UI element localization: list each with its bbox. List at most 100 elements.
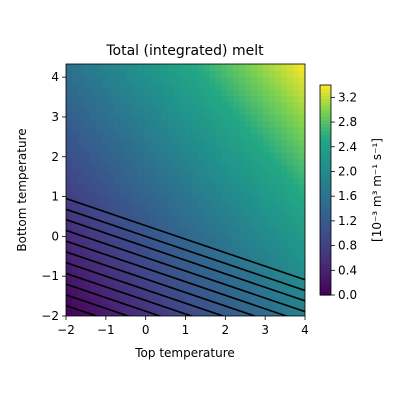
heatmap-cell [275,259,282,267]
heatmap-cell [257,208,264,216]
heatmap-cell [137,177,145,185]
heatmap-cell [233,183,240,191]
heatmap-cell [203,190,210,197]
heatmap-cell [257,246,264,254]
heatmap-cell [113,171,121,178]
heatmap-cell [119,108,127,115]
heatmap-cell [119,145,127,153]
heatmap-cell [143,89,151,97]
heatmap-cell [245,171,252,178]
heatmap-cell [83,76,91,84]
heatmap-cell [221,139,228,147]
contour-line [66,283,163,316]
heatmap-cell [197,253,205,260]
heatmap-cell [275,145,282,153]
heatmap-cell [239,196,246,204]
heatmap-cell [77,271,85,279]
heatmap-cell [101,227,109,235]
heatmap-cell [227,303,234,311]
heatmap-cell [197,76,205,84]
heatmap-cell [131,265,139,273]
heatmap-cell [287,139,294,147]
heatmap-cell [293,139,300,147]
heatmap-cell [227,177,234,185]
heatmap-cell [239,82,246,90]
heatmap-cell [71,82,79,90]
heatmap-cell [269,108,276,115]
heatmap-cell [155,82,163,90]
heatmap-cell [83,240,91,248]
heatmap-cell [155,127,163,134]
heatmap-cell [95,177,103,185]
heatmap-cell [239,64,246,71]
heatmap-cell [227,70,234,78]
heatmap-cell [173,196,181,204]
heatmap-cell [299,145,305,153]
heatmap-cell [287,278,294,286]
heatmap-cell [101,108,109,115]
heatmap-cell [227,278,234,286]
heatmap-cell [71,303,79,311]
heatmap-cell [161,145,169,153]
heatmap-cell [137,82,145,90]
heatmap-cell [275,271,282,279]
heatmap-cell [143,127,151,134]
heatmap-cell [167,82,175,90]
heatmap-cell [137,76,145,84]
heatmap-cell [215,120,222,128]
heatmap-cell [119,177,127,185]
heatmap-cell [299,259,305,267]
heatmap-cell [257,290,264,298]
heatmap-cell [197,190,205,197]
heatmap-cell [95,152,103,160]
heatmap-cell [179,297,187,304]
heatmap-cell [257,114,264,122]
heatmap-cell [281,114,288,122]
heatmap-cell [293,127,300,134]
heatmap-cell [275,196,282,204]
heatmap-cell [149,215,157,223]
heatmap-cell [245,208,252,216]
heatmap-cell [101,297,109,304]
heatmap-cell [281,278,288,286]
heatmap-cell [215,108,222,115]
heatmap-cell [89,183,97,191]
heatmap-cell [83,221,91,229]
heatmap-cell [149,271,157,279]
heatmap-cell [245,127,252,134]
colorbar-tick-label: 2.8 [338,115,357,129]
heatmap-cell [185,309,193,316]
heatmap-cell [95,297,103,304]
heatmap-cell [155,152,163,160]
heatmap-cell [167,234,175,241]
heatmap-cell [101,190,109,197]
heatmap-cell [221,208,228,216]
heatmap-cell [203,240,210,248]
colorbar-swatch [320,288,331,293]
heatmap-cell [191,246,199,254]
heatmap-cell [239,215,246,223]
colorbar-tick-label: 1.6 [338,189,357,203]
heatmap-cell [221,202,228,210]
heatmap-cell [83,82,91,90]
heatmap-cell [179,271,187,279]
heatmap-cell [287,221,294,229]
heatmap-cell [239,89,246,97]
heatmap-cell [83,133,91,141]
heatmap-cell [263,265,270,273]
heatmap-cell [293,133,300,141]
heatmap-cell [125,309,133,316]
heatmap-cell [71,171,79,178]
heatmap-cell [113,139,121,147]
heatmap-cell [101,278,109,286]
heatmap-cell [239,290,246,298]
heatmap-cell [287,70,294,78]
heatmap-cell [119,82,127,90]
colorbar-swatch [320,267,331,272]
heatmap-cell [197,303,205,311]
heatmap-cell [215,271,222,279]
heatmap-cell [161,120,169,128]
heatmap-cell [155,190,163,197]
colorbar-swatch [320,102,331,107]
heatmap-cell [287,297,294,304]
